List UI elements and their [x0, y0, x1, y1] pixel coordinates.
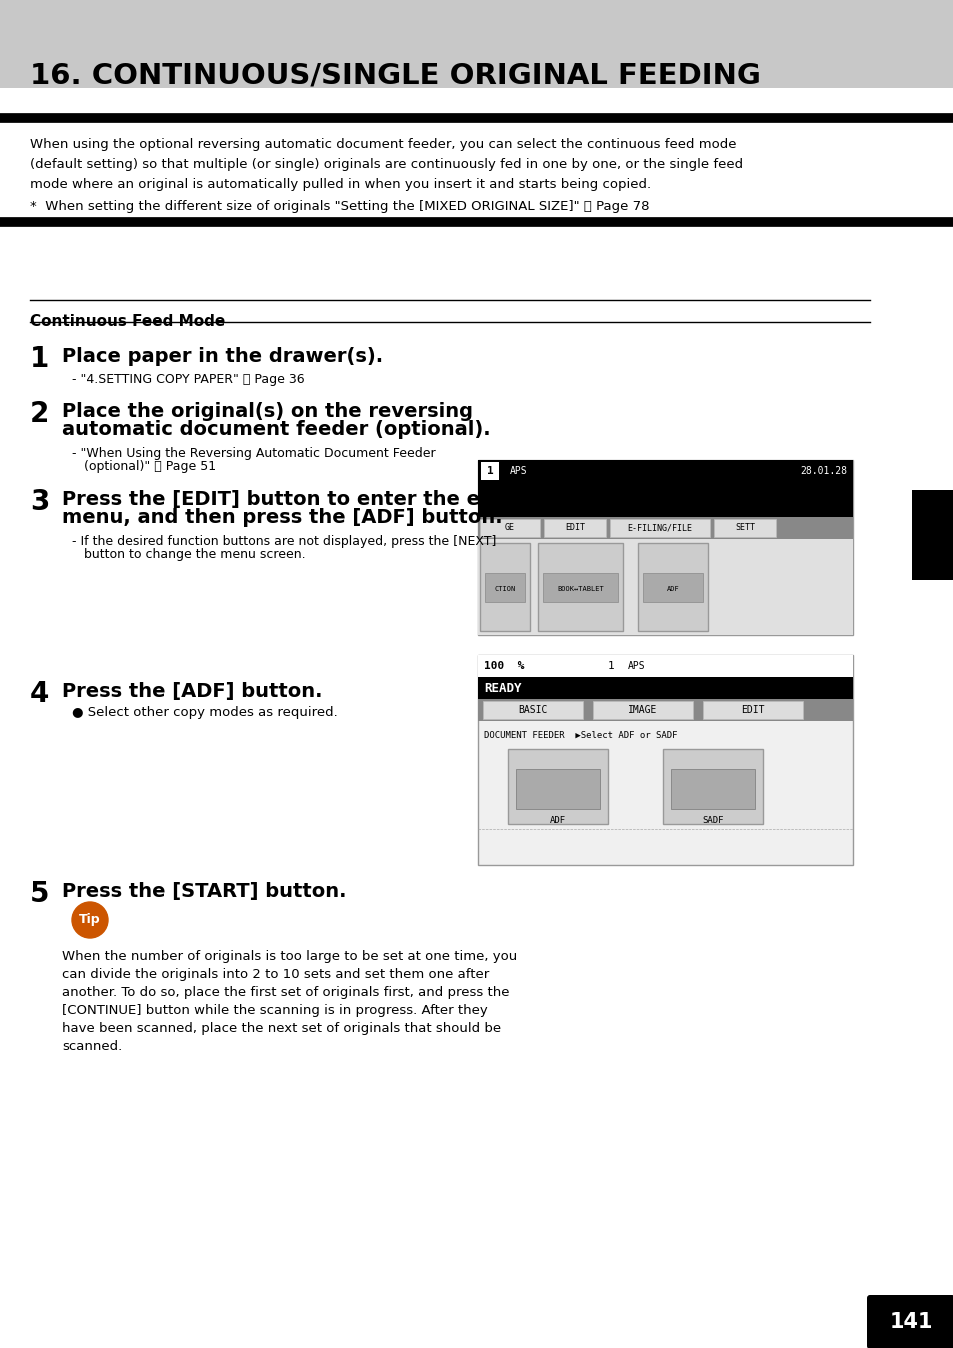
- Text: 141: 141: [888, 1312, 932, 1332]
- Bar: [516, 768, 599, 809]
- Bar: [542, 573, 618, 603]
- Text: 1: 1: [30, 345, 50, 373]
- Text: EDIT: EDIT: [740, 705, 764, 714]
- Text: When using the optional reversing automatic document feeder, you can select the : When using the optional reversing automa…: [30, 137, 736, 151]
- Bar: [642, 573, 702, 603]
- Bar: [702, 701, 802, 718]
- Text: Tip: Tip: [79, 914, 101, 926]
- FancyBboxPatch shape: [866, 1295, 953, 1348]
- Bar: [609, 519, 709, 537]
- Text: 1: 1: [486, 466, 493, 476]
- Text: Continuous Feed Mode: Continuous Feed Mode: [30, 314, 225, 329]
- Text: DOCUMENT FEEDER  ▶Select ADF or SADF: DOCUMENT FEEDER ▶Select ADF or SADF: [483, 731, 677, 740]
- Text: BOOK↔TABLET: BOOK↔TABLET: [557, 586, 603, 592]
- Bar: [543, 519, 605, 537]
- Bar: [477, 518, 852, 539]
- Text: GE: GE: [504, 523, 515, 532]
- Text: - "4.SETTING COPY PAPER" ⒨ Page 36: - "4.SETTING COPY PAPER" ⒨ Page 36: [71, 373, 304, 386]
- Bar: [480, 462, 498, 480]
- Text: APS: APS: [510, 466, 527, 476]
- Text: SETT: SETT: [734, 523, 754, 532]
- Bar: [484, 573, 524, 603]
- Text: 28.01.28: 28.01.28: [800, 466, 846, 476]
- Text: *  When setting the different size of originals "Setting the [MIXED ORIGINAL SIZ: * When setting the different size of ori…: [30, 200, 649, 213]
- Circle shape: [71, 902, 108, 938]
- Text: automatic document feeder (optional).: automatic document feeder (optional).: [62, 421, 490, 439]
- Text: When the number of originals is too large to be set at one time, you: When the number of originals is too larg…: [62, 950, 517, 962]
- Text: mode where an original is automatically pulled in when you insert it and starts : mode where an original is automatically …: [30, 178, 651, 191]
- Text: Place the original(s) on the reversing: Place the original(s) on the reversing: [62, 402, 473, 421]
- Bar: [477, 655, 852, 865]
- Text: READY: READY: [483, 682, 521, 694]
- Bar: [537, 543, 622, 631]
- Text: E-FILING/FILE: E-FILING/FILE: [627, 523, 692, 532]
- Bar: [911, 491, 953, 580]
- Bar: [477, 539, 852, 635]
- Bar: [477, 483, 852, 518]
- Text: 4: 4: [30, 679, 50, 708]
- Text: scanned.: scanned.: [62, 1041, 122, 1053]
- Text: can divide the originals into 2 to 10 sets and set them one after: can divide the originals into 2 to 10 se…: [62, 968, 489, 981]
- Bar: [507, 749, 607, 824]
- Bar: [479, 519, 539, 537]
- Text: 1: 1: [607, 661, 614, 671]
- Bar: [638, 543, 707, 631]
- Text: [CONTINUE] button while the scanning is in progress. After they: [CONTINUE] button while the scanning is …: [62, 1004, 487, 1016]
- Bar: [477, 655, 852, 677]
- Text: Press the [START] button.: Press the [START] button.: [62, 882, 346, 900]
- Text: ADF: ADF: [666, 586, 679, 592]
- Text: - If the desired function buttons are not displayed, press the [NEXT]: - If the desired function buttons are no…: [71, 535, 496, 549]
- Text: BASIC: BASIC: [517, 705, 547, 714]
- Text: 2: 2: [30, 400, 50, 429]
- Bar: [477, 460, 852, 635]
- Text: 16. CONTINUOUS/SINGLE ORIGINAL FEEDING: 16. CONTINUOUS/SINGLE ORIGINAL FEEDING: [30, 62, 760, 90]
- Text: 5: 5: [30, 880, 50, 909]
- Text: Press the [ADF] button.: Press the [ADF] button.: [62, 682, 322, 701]
- Bar: [477, 677, 852, 700]
- Bar: [670, 768, 754, 809]
- Bar: [479, 543, 530, 631]
- Text: 100  %: 100 %: [483, 661, 524, 671]
- Text: ADF: ADF: [549, 816, 565, 825]
- Text: another. To do so, place the first set of originals first, and press the: another. To do so, place the first set o…: [62, 985, 509, 999]
- Text: (optional)" ⒨ Page 51: (optional)" ⒨ Page 51: [84, 460, 216, 473]
- Text: Place paper in the drawer(s).: Place paper in the drawer(s).: [62, 346, 383, 367]
- Text: APS: APS: [627, 661, 645, 671]
- Bar: [593, 701, 692, 718]
- Text: (default setting) so that multiple (or single) originals are continuously fed in: (default setting) so that multiple (or s…: [30, 158, 742, 171]
- Bar: [662, 749, 762, 824]
- Bar: [0, 0, 953, 88]
- Text: IMAGE: IMAGE: [628, 705, 657, 714]
- Text: menu, and then press the [ADF] button.: menu, and then press the [ADF] button.: [62, 508, 502, 527]
- Text: CTION: CTION: [494, 586, 515, 592]
- Bar: [482, 701, 582, 718]
- Text: button to change the menu screen.: button to change the menu screen.: [84, 549, 305, 561]
- Text: SADF: SADF: [701, 816, 723, 825]
- Bar: [713, 519, 775, 537]
- Text: ● Select other copy modes as required.: ● Select other copy modes as required.: [71, 706, 337, 718]
- Text: - "When Using the Reversing Automatic Document Feeder: - "When Using the Reversing Automatic Do…: [71, 448, 436, 460]
- Text: EDIT: EDIT: [564, 523, 584, 532]
- Text: have been scanned, place the next set of originals that should be: have been scanned, place the next set of…: [62, 1022, 500, 1035]
- Text: 3: 3: [30, 488, 50, 516]
- Bar: [477, 700, 852, 721]
- Text: Press the [EDIT] button to enter the edit: Press the [EDIT] button to enter the edi…: [62, 491, 509, 510]
- Bar: [477, 460, 852, 483]
